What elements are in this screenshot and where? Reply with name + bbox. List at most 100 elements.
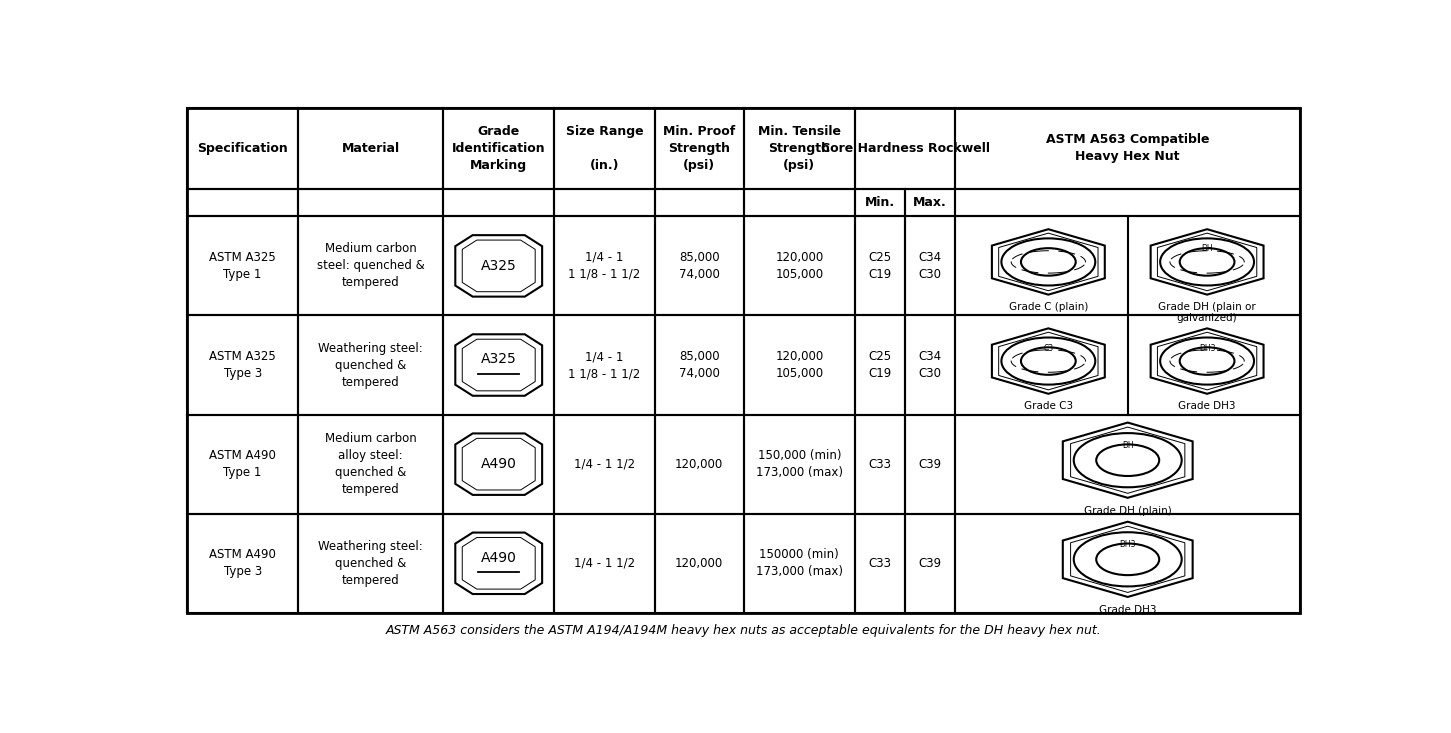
Text: C33: C33 xyxy=(869,557,891,570)
Text: 150000 (min)
173,000 (max): 150000 (min) 173,000 (max) xyxy=(756,548,843,578)
Bar xyxy=(905,216,955,315)
Circle shape xyxy=(1097,544,1159,575)
Bar xyxy=(744,216,855,315)
Text: Grade DH3: Grade DH3 xyxy=(1178,401,1236,411)
Bar xyxy=(855,188,905,216)
Bar xyxy=(187,315,299,415)
Bar xyxy=(654,216,743,315)
Bar xyxy=(955,108,1300,188)
Text: Medium carbon
alloy steel:
quenched &
tempered: Medium carbon alloy steel: quenched & te… xyxy=(325,432,416,496)
Circle shape xyxy=(1180,248,1235,276)
Bar xyxy=(855,415,905,514)
Bar xyxy=(744,188,855,216)
Polygon shape xyxy=(1062,422,1193,498)
Circle shape xyxy=(1074,433,1181,487)
Bar xyxy=(654,188,743,216)
Text: Grade DH (plain): Grade DH (plain) xyxy=(1084,506,1171,516)
Bar xyxy=(955,216,1300,315)
Text: C39: C39 xyxy=(918,457,942,471)
Text: C34
C30: C34 C30 xyxy=(918,251,942,281)
Bar xyxy=(955,315,1300,415)
Bar xyxy=(299,188,443,216)
Bar xyxy=(905,415,955,514)
Text: Material: Material xyxy=(341,141,400,155)
Text: 150,000 (min)
173,000 (max): 150,000 (min) 173,000 (max) xyxy=(756,449,843,479)
Polygon shape xyxy=(456,334,543,396)
Polygon shape xyxy=(992,229,1104,295)
Bar xyxy=(654,514,743,613)
Text: ASTM A325
Type 1: ASTM A325 Type 1 xyxy=(209,251,276,281)
Text: A325: A325 xyxy=(480,259,517,273)
Text: 1/4 - 1 1/2: 1/4 - 1 1/2 xyxy=(575,457,636,471)
Text: ASTM A563 considers the ASTM A194/A194M heavy hex nuts as acceptable equivalents: ASTM A563 considers the ASTM A194/A194M … xyxy=(386,625,1101,637)
Bar xyxy=(187,415,299,514)
Text: 1/4 - 1
1 1/8 - 1 1/2: 1/4 - 1 1 1/8 - 1 1/2 xyxy=(569,251,640,281)
Text: Weathering steel:
quenched &
tempered: Weathering steel: quenched & tempered xyxy=(318,342,424,388)
Text: Min.: Min. xyxy=(865,196,895,209)
Circle shape xyxy=(1161,337,1254,385)
Bar xyxy=(905,188,955,216)
Circle shape xyxy=(1074,532,1181,586)
Text: ASTM A325
Type 3: ASTM A325 Type 3 xyxy=(209,350,276,380)
Polygon shape xyxy=(456,433,543,495)
Text: A490: A490 xyxy=(480,550,517,564)
Circle shape xyxy=(1022,248,1075,276)
Text: Grade C (plain): Grade C (plain) xyxy=(1008,302,1088,312)
Text: DH: DH xyxy=(1201,245,1213,254)
Polygon shape xyxy=(992,328,1104,394)
Text: Grade C3: Grade C3 xyxy=(1024,401,1072,411)
Text: Specification: Specification xyxy=(197,141,289,155)
Bar xyxy=(187,108,1300,613)
Bar xyxy=(654,415,743,514)
Circle shape xyxy=(1161,238,1254,285)
Bar xyxy=(554,514,654,613)
Bar xyxy=(744,415,855,514)
Text: 1/4 - 1 1/2: 1/4 - 1 1/2 xyxy=(575,557,636,570)
Circle shape xyxy=(1180,347,1235,375)
Bar xyxy=(744,108,855,188)
Bar xyxy=(744,514,855,613)
Bar xyxy=(905,514,955,613)
Bar xyxy=(554,415,654,514)
Bar xyxy=(554,188,654,216)
Bar xyxy=(554,216,654,315)
Polygon shape xyxy=(1151,229,1264,295)
Text: ASTM A490
Type 1: ASTM A490 Type 1 xyxy=(209,449,276,479)
Bar xyxy=(187,108,299,188)
Circle shape xyxy=(1001,337,1096,385)
Text: Size Range

(in.): Size Range (in.) xyxy=(566,125,643,172)
Polygon shape xyxy=(1062,522,1193,597)
Text: DH: DH xyxy=(1122,441,1133,450)
Polygon shape xyxy=(456,235,543,297)
Bar xyxy=(187,188,299,216)
Bar xyxy=(443,514,554,613)
Bar xyxy=(554,315,654,415)
Text: 1/4 - 1
1 1/8 - 1 1/2: 1/4 - 1 1 1/8 - 1 1/2 xyxy=(569,350,640,380)
Polygon shape xyxy=(1151,328,1264,394)
Text: 120,000: 120,000 xyxy=(675,557,723,570)
Text: A490: A490 xyxy=(480,457,517,471)
Bar xyxy=(955,514,1300,613)
Text: 120,000
105,000: 120,000 105,000 xyxy=(775,251,823,281)
Text: 120,000: 120,000 xyxy=(675,457,723,471)
Text: 120,000
105,000: 120,000 105,000 xyxy=(775,350,823,380)
Bar xyxy=(443,216,554,315)
Circle shape xyxy=(1001,238,1096,285)
Bar xyxy=(855,216,905,315)
Text: C25
C19: C25 C19 xyxy=(868,251,891,281)
Bar xyxy=(905,315,955,415)
Text: C34
C30: C34 C30 xyxy=(918,350,942,380)
Bar xyxy=(299,216,443,315)
Bar xyxy=(299,315,443,415)
Text: 85,000
74,000: 85,000 74,000 xyxy=(679,350,720,380)
Bar xyxy=(299,514,443,613)
Bar xyxy=(299,415,443,514)
Text: Medium carbon
steel: quenched &
tempered: Medium carbon steel: quenched & tempered xyxy=(316,243,425,290)
Text: 85,000
74,000: 85,000 74,000 xyxy=(679,251,720,281)
Circle shape xyxy=(1022,347,1075,375)
Text: DH3: DH3 xyxy=(1199,344,1216,353)
Text: Grade DH3: Grade DH3 xyxy=(1098,605,1156,615)
Text: Core Hardness Rockwell: Core Hardness Rockwell xyxy=(821,141,990,155)
Bar xyxy=(187,216,299,315)
Text: Grade
Identification
Marking: Grade Identification Marking xyxy=(451,125,546,172)
